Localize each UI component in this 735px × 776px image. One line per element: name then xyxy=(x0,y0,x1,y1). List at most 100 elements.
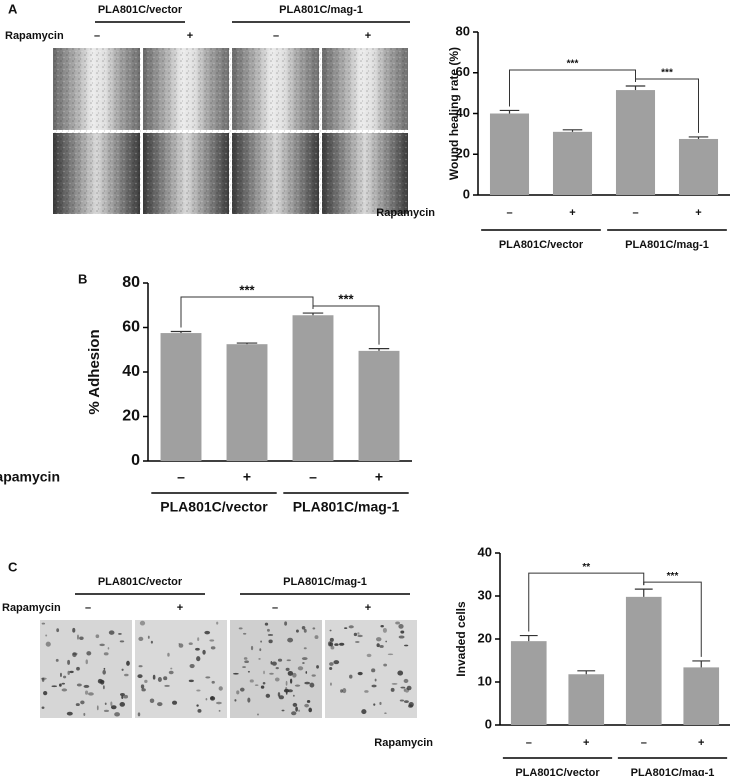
bar xyxy=(678,138,719,195)
cell-speck xyxy=(376,643,380,648)
y-axis-label: Wound healing rate (%) xyxy=(447,47,461,180)
cell-speck xyxy=(390,687,395,692)
cell-speck xyxy=(75,703,80,707)
cell-speck xyxy=(385,640,387,643)
micrograph xyxy=(325,620,417,718)
significance-label: *** xyxy=(338,291,354,306)
x-tick-label: + xyxy=(695,207,701,219)
row-label: Rapamycin xyxy=(5,30,64,42)
cell-speck xyxy=(137,674,143,679)
significance-label: ** xyxy=(582,562,590,573)
cell-speck xyxy=(244,660,249,664)
invasion-images xyxy=(40,620,417,718)
significance-bracket xyxy=(528,572,645,632)
cell-speck xyxy=(329,642,334,647)
cell-speck xyxy=(238,627,243,630)
cell-speck xyxy=(69,670,74,674)
cell-speck xyxy=(406,685,412,691)
panel-label: B xyxy=(78,271,87,286)
y-tick-label: 20 xyxy=(478,630,492,645)
bar-chart: 0 20 40 60 80 % Adhesion – + – + Rapamycin PLA801C/… xyxy=(0,274,412,515)
cell-speck xyxy=(209,639,215,642)
cell-speck xyxy=(258,658,261,660)
cell-speck xyxy=(302,662,305,664)
y-tick-label: 0 xyxy=(485,716,492,731)
cell-speck xyxy=(305,671,308,674)
x-tick-label: – xyxy=(632,207,638,219)
cell-speck xyxy=(242,666,246,668)
cell-speck xyxy=(195,647,200,651)
error-bar xyxy=(625,85,646,91)
cell-speck xyxy=(357,671,363,676)
treatment-sign: + xyxy=(177,602,183,614)
cell-speck xyxy=(398,624,404,629)
cell-speck xyxy=(86,651,92,656)
cell-speck xyxy=(40,677,47,680)
cell-speck xyxy=(266,628,270,632)
cell-speck xyxy=(397,670,404,676)
cell-speck xyxy=(163,676,168,681)
cell-speck xyxy=(292,702,298,707)
error-bar xyxy=(577,670,596,675)
cell-speck xyxy=(291,711,297,716)
cell-speck xyxy=(152,674,156,680)
bar xyxy=(552,131,593,195)
panel-label: C xyxy=(8,559,18,574)
cell-speck xyxy=(211,696,214,700)
cell-speck xyxy=(404,644,409,647)
cell-speck xyxy=(268,639,273,644)
cell-speck xyxy=(408,704,414,708)
y-axis-label: Invaded cells xyxy=(454,601,468,677)
cell-speck xyxy=(247,670,250,673)
x-tick-label: + xyxy=(698,737,704,749)
x-tick-label: – xyxy=(506,207,512,219)
cell-speck xyxy=(286,659,291,662)
significance-label: *** xyxy=(567,59,579,70)
group-label: PLA801C/vector xyxy=(160,499,268,515)
cell-speck xyxy=(196,656,201,662)
cell-speck xyxy=(210,646,216,650)
error-bar xyxy=(688,136,709,139)
wound-images xyxy=(53,48,408,214)
y-tick-label: 0 xyxy=(131,452,140,469)
cell-speck xyxy=(285,667,290,671)
cell-speck xyxy=(196,689,201,692)
cell-speck xyxy=(85,659,88,665)
cell-speck xyxy=(284,621,288,626)
y-axis-label: % Adhesion xyxy=(86,329,103,414)
cell-speck xyxy=(211,680,215,684)
group-label: PLA801C/vector xyxy=(499,239,584,251)
cell-speck xyxy=(83,712,86,716)
cell-speck xyxy=(301,657,308,661)
cell-speck xyxy=(119,701,126,707)
bar-chart: 0 10 20 30 40 Invaded cells – + – + Rapamycin PLA80… xyxy=(374,544,730,776)
cell-speck xyxy=(304,703,310,708)
cell-speck xyxy=(140,684,145,689)
cell-speck xyxy=(275,667,279,670)
treatment-sign: + xyxy=(187,30,193,42)
bar xyxy=(160,333,202,461)
group-label: PLA801C/mag-1 xyxy=(293,499,400,515)
cell-speck xyxy=(188,642,193,645)
cell-speck xyxy=(84,690,89,695)
x-tick-label: + xyxy=(243,469,251,485)
cell-speck xyxy=(340,689,344,693)
significance-bracket xyxy=(180,296,314,328)
cell-speck xyxy=(137,712,141,717)
cell-speck xyxy=(72,627,76,633)
cell-speck xyxy=(344,627,348,630)
cell-speck xyxy=(51,685,58,688)
cell-speck xyxy=(103,652,109,656)
group-label: PLA801C/mag-1 xyxy=(279,4,363,16)
cell-speck xyxy=(274,677,280,682)
cell-speck xyxy=(404,700,409,704)
cell-speck xyxy=(287,689,293,693)
significance-label: *** xyxy=(667,571,679,582)
error-bar xyxy=(368,348,390,351)
cell-speck xyxy=(110,701,113,707)
cell-speck xyxy=(339,642,345,646)
cell-speck xyxy=(403,678,409,683)
cell-speck xyxy=(403,688,406,692)
cell-speck xyxy=(379,645,384,648)
